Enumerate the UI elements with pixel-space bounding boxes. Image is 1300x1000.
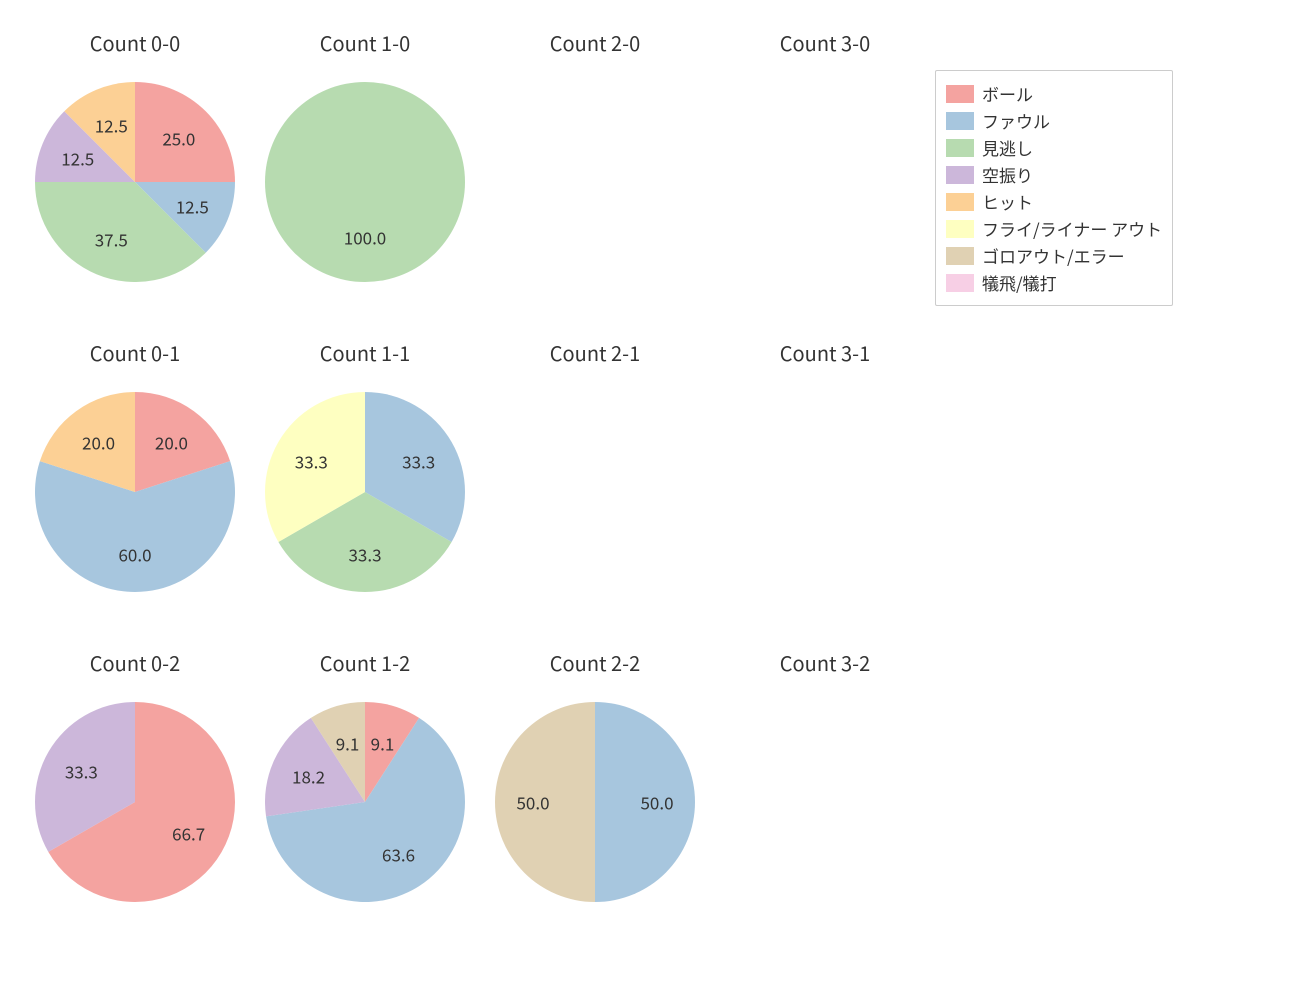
pie-title: Count 2-0 [480, 28, 710, 57]
pie-slice-label: 25.0 [162, 126, 195, 151]
pie-slice-label: 18.2 [292, 764, 325, 789]
pie-slice-label: 50.0 [640, 790, 673, 815]
pie-slice-label: 33.3 [65, 758, 98, 783]
pie-slice-label: 12.5 [95, 112, 128, 137]
pie-cell: Count 1-0 100.0 [250, 10, 480, 320]
pie-cell: Count 3-2 [710, 630, 940, 940]
pie-title: Count 3-0 [710, 28, 940, 57]
pie-slice-label: 66.7 [172, 821, 205, 846]
pie-slice-label: 9.1 [336, 730, 360, 755]
legend: ボールファウル見逃し空振りヒットフライ/ライナー アウトゴロアウト/エラー犠飛/… [935, 70, 1173, 306]
pie-svg [265, 702, 465, 902]
legend-swatch [946, 220, 974, 238]
pie-title: Count 1-0 [250, 28, 480, 57]
pie-chart: 33.3 33.3 33.3 [265, 392, 465, 592]
pie-slice-label: 33.3 [295, 449, 328, 474]
pie-chart: 100.0 [265, 82, 465, 282]
pie-chart: 66.7 33.3 [35, 702, 235, 902]
pie-slice-label: 63.6 [382, 842, 415, 867]
pie-cell: Count 0-2 66.7 33.3 [20, 630, 250, 940]
pie-slice-label: 12.5 [61, 146, 94, 171]
pie-slice-label: 20.0 [82, 429, 115, 454]
pie-title: Count 3-1 [710, 338, 940, 367]
pie-title: Count 0-1 [20, 338, 250, 367]
legend-swatch [946, 139, 974, 157]
pie-slice-label: 60.0 [118, 542, 151, 567]
pie-cell: Count 0-1 20.0 60.0 20.0 [20, 320, 250, 630]
legend-swatch [946, 193, 974, 211]
pie-cell: Count 3-1 [710, 320, 940, 630]
pie-chart: 20.0 60.0 20.0 [35, 392, 235, 592]
legend-item: 空振り [946, 162, 1162, 187]
legend-label: 見逃し [982, 135, 1033, 160]
legend-swatch [946, 85, 974, 103]
pie-title: Count 0-2 [20, 648, 250, 677]
legend-label: 犠飛/犠打 [982, 270, 1057, 295]
pie-chart: 9.1 63.6 18.2 9.1 [265, 702, 465, 902]
pie-cell: Count 1-2 9.1 63.6 18.2 9.1 [250, 630, 480, 940]
pie-slice [265, 82, 465, 282]
pie-slice-label: 12.5 [176, 193, 209, 218]
pie-cell: Count 1-1 33.3 33.3 33.3 [250, 320, 480, 630]
legend-label: ファウル [982, 108, 1050, 133]
legend-item: ゴロアウト/エラー [946, 243, 1162, 268]
legend-label: フライ/ライナー アウト [982, 216, 1162, 241]
pie-slice-label: 100.0 [344, 225, 386, 250]
legend-swatch [946, 274, 974, 292]
pie-slice-label: 50.0 [516, 790, 549, 815]
legend-swatch [946, 112, 974, 130]
pie-title: Count 1-1 [250, 338, 480, 367]
legend-label: ボール [982, 81, 1033, 106]
pie-chart: 50.0 50.0 [495, 702, 695, 902]
pie-svg [265, 82, 465, 282]
pie-cell: Count 2-0 [480, 10, 710, 320]
legend-label: ゴロアウト/エラー [982, 243, 1125, 268]
pie-title: Count 2-2 [480, 648, 710, 677]
pie-cell: Count 0-025.012.537.512.512.5 [20, 10, 250, 320]
legend-item: ヒット [946, 189, 1162, 214]
pie-cell: Count 2-2 50.0 50.0 [480, 630, 710, 940]
legend-item: 犠飛/犠打 [946, 270, 1162, 295]
pie-title: Count 0-0 [20, 28, 250, 57]
pie-slice-label: 37.5 [95, 227, 128, 252]
pie-slice-label: 33.3 [402, 449, 435, 474]
pie-cell: Count 3-0 [710, 10, 940, 320]
pie-slice-label: 33.3 [348, 542, 381, 567]
pie-chart: 25.012.537.512.512.5 [35, 82, 235, 282]
legend-item: 見逃し [946, 135, 1162, 160]
legend-swatch [946, 166, 974, 184]
pie-slice-label: 20.0 [155, 429, 188, 454]
pie-title: Count 1-2 [250, 648, 480, 677]
legend-swatch [946, 247, 974, 265]
legend-item: ボール [946, 81, 1162, 106]
pie-slice-label: 9.1 [371, 730, 395, 755]
pie-cell: Count 2-1 [480, 320, 710, 630]
pie-svg [35, 702, 235, 902]
pie-title: Count 2-1 [480, 338, 710, 367]
chart-root: Count 0-025.012.537.512.512.5Count 1-010… [0, 0, 1300, 1000]
pie-title: Count 3-2 [710, 648, 940, 677]
legend-item: ファウル [946, 108, 1162, 133]
legend-label: 空振り [982, 162, 1033, 187]
pie-svg [35, 82, 235, 282]
legend-item: フライ/ライナー アウト [946, 216, 1162, 241]
legend-label: ヒット [982, 189, 1033, 214]
